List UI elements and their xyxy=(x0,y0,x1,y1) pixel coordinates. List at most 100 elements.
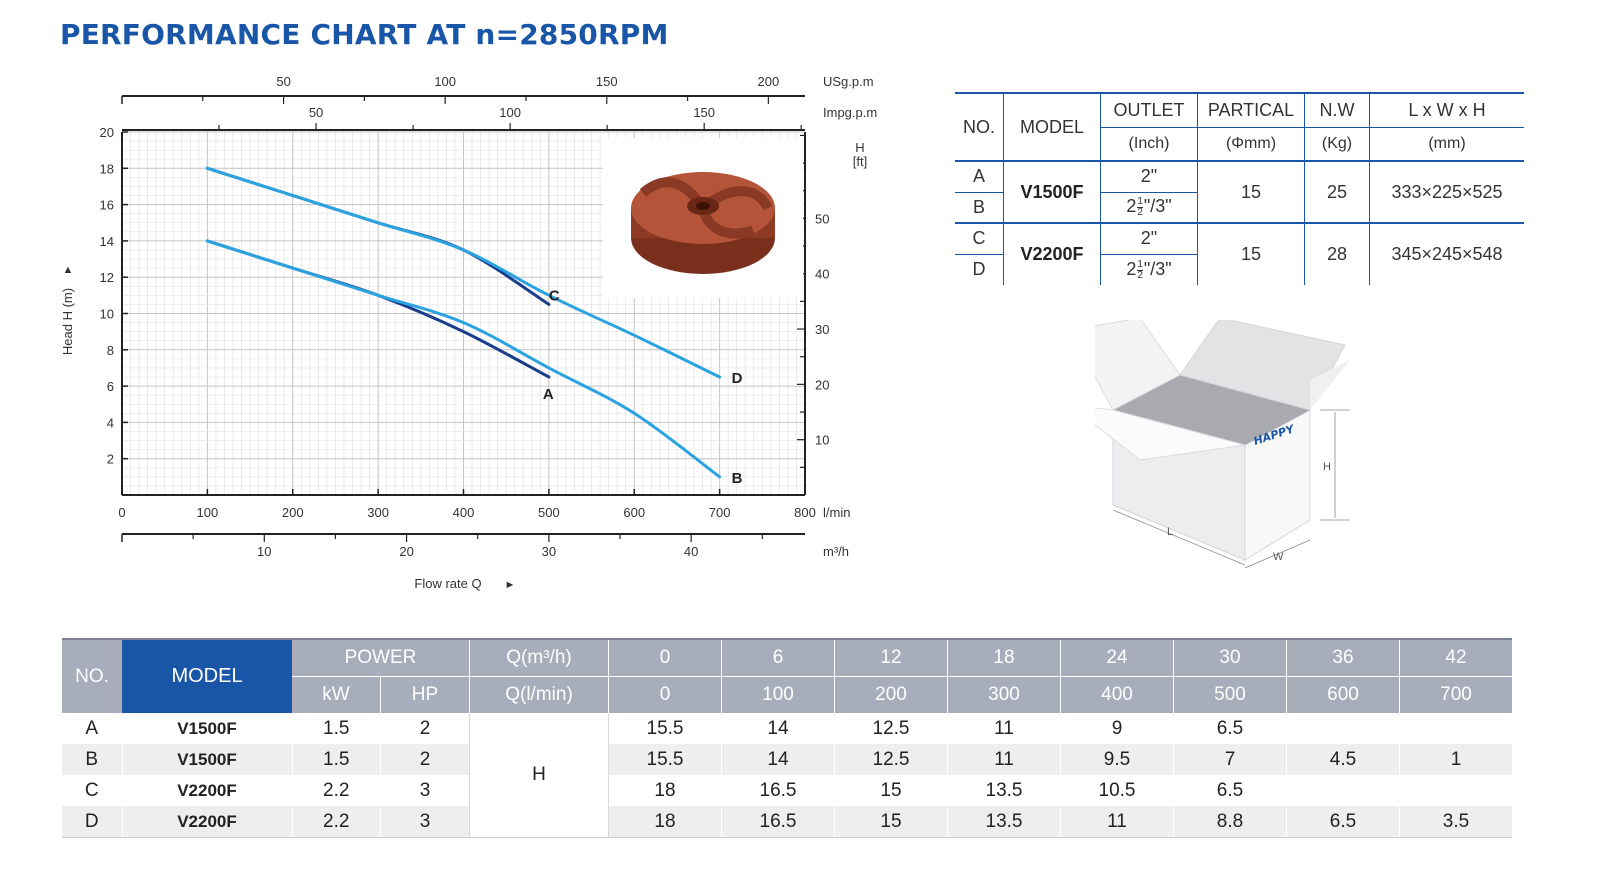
perf-row-h: 15 xyxy=(834,775,948,806)
x-tick-label: 0 xyxy=(118,505,125,520)
spec-no: A xyxy=(955,161,1004,193)
perf-row-h: 3.5 xyxy=(1399,806,1512,838)
perf-header-hp: HP xyxy=(380,676,470,713)
x-tick-label: 600 xyxy=(623,505,645,520)
spec-model: V1500F xyxy=(1003,161,1101,224)
spec-dims: 345×245×548 xyxy=(1369,223,1524,285)
perf-row-h: 12.5 xyxy=(834,713,948,744)
perf-q-lmin: 100 xyxy=(721,676,835,713)
perf-header-no: NO. xyxy=(62,638,122,713)
x-axis-arrow: ► xyxy=(505,579,516,591)
perf-row-model: V1500F xyxy=(121,744,292,775)
page-title: PERFORMANCE CHART AT n=2850RPM xyxy=(60,18,669,51)
spec-outlet-tail: "/3" xyxy=(1143,196,1172,217)
spec-outlet-whole: 2 xyxy=(1126,196,1137,217)
spec-header-outlet-unit: (Inch) xyxy=(1100,127,1198,162)
box-label-w: W xyxy=(1273,551,1284,563)
spec-outlet: 2" xyxy=(1100,161,1198,193)
chart-axes xyxy=(121,95,806,542)
perf-row-model: V1500F xyxy=(121,713,292,744)
perf-row-h: 6.5 xyxy=(1173,713,1287,744)
x-tick-label: 700 xyxy=(709,505,731,520)
x-tick-label: 200 xyxy=(282,505,304,520)
perf-row-no: C xyxy=(84,779,99,801)
perf-q-m3h: 24 xyxy=(1060,638,1174,677)
perf-row-model: V2200F xyxy=(121,806,292,838)
chart-labels: 0 100 200 300 400 500 600 700 800 l/min 2 4 6 8 10 12 14… xyxy=(60,74,877,591)
feet-tick-label: 30 xyxy=(815,322,829,337)
box-label-h: H xyxy=(1323,461,1331,473)
perf-row-h: 9.5 xyxy=(1060,744,1174,775)
perf-row-h: 12.5 xyxy=(834,744,948,775)
usgpm-unit-label: USg.p.m xyxy=(823,74,874,89)
y-tick-label: 18 xyxy=(100,161,114,176)
perf-row-kw: 1.5 xyxy=(291,744,381,775)
series-label-b: B xyxy=(732,470,743,487)
box-label-l: L xyxy=(1167,526,1173,538)
spec-outlet-whole: 2 xyxy=(1126,258,1137,279)
perf-row-h: 13.5 xyxy=(947,775,1061,806)
perf-header-power: POWER xyxy=(292,638,470,677)
perf-row-h: 10.5 xyxy=(1060,775,1174,806)
x-tick-label: 100 xyxy=(197,505,219,520)
perf-row-kw: 2.2 xyxy=(291,806,381,838)
perf-row-h: 14 xyxy=(721,744,835,775)
perf-q-m3h: 18 xyxy=(947,638,1061,677)
perf-row-h: 15 xyxy=(834,806,948,838)
spec-nw: 28 xyxy=(1304,223,1370,285)
series-label-d: D xyxy=(732,370,743,387)
perf-row-h: 15.5 xyxy=(608,713,722,744)
impgpm-tick-label: 100 xyxy=(499,105,521,120)
spec-no: C xyxy=(955,223,1004,255)
perf-row-h: 14 xyxy=(721,713,835,744)
y-tick-label: 14 xyxy=(100,234,114,249)
spec-outlet-frac-den: 2 xyxy=(1137,269,1143,281)
perf-q-m3h: 12 xyxy=(834,638,948,677)
perf-header-model: MODEL xyxy=(122,638,292,713)
perf-q-lmin: 600 xyxy=(1286,676,1400,713)
perf-q-lmin: 700 xyxy=(1399,676,1512,713)
spec-partical: 15 xyxy=(1197,161,1305,224)
x-tick-label: 800 xyxy=(794,505,816,520)
series-b-line xyxy=(205,239,722,479)
spec-outlet-frac-den: 2 xyxy=(1137,207,1143,219)
spec-header-outlet: OUTLET xyxy=(1100,92,1198,128)
perf-row-model: V2200F xyxy=(121,775,292,806)
x-axis-label: Flow rate Q xyxy=(414,576,481,591)
y-axis-label: Head H (m) xyxy=(60,288,75,355)
usgpm-tick-label: 200 xyxy=(758,74,780,89)
m3h-tick-label: 40 xyxy=(684,544,698,559)
spec-partical: 15 xyxy=(1197,223,1305,285)
perf-row-h: 7 xyxy=(1173,744,1287,775)
perf-q-m3h: 0 xyxy=(608,638,722,677)
spec-outlet-alt: 2 1 2 "/3" xyxy=(1100,192,1198,224)
perf-row-h: 6.5 xyxy=(1286,806,1400,838)
feet-tick-label: 50 xyxy=(815,211,829,226)
perf-row-h: 18 xyxy=(608,806,722,838)
impeller-image xyxy=(603,138,803,298)
series-label-a: A xyxy=(543,386,554,403)
spec-no: B xyxy=(955,192,1004,224)
performance-table: NO. MODEL POWER Q(m³/h) 0 6 12 18 24 30 … xyxy=(62,638,1512,838)
feet-tick-label: 40 xyxy=(815,267,829,282)
y-tick-label: 10 xyxy=(100,307,114,322)
perf-header-qm3h: Q(m³/h) xyxy=(469,638,609,677)
m3h-tick-label: 20 xyxy=(399,544,413,559)
perf-row-hp: 2 xyxy=(380,713,470,744)
spec-no: D xyxy=(972,259,986,280)
perf-header-kw: kW xyxy=(292,676,381,713)
spec-header-no: NO. xyxy=(955,92,1004,162)
perf-q-m3h: 42 xyxy=(1399,638,1512,677)
usgpm-tick-label: 50 xyxy=(276,74,290,89)
spec-header-partical-unit: (Φmm) xyxy=(1197,127,1305,162)
perf-row-h: 16.5 xyxy=(721,806,835,838)
perf-q-lmin: 400 xyxy=(1060,676,1174,713)
chart-series xyxy=(205,166,722,479)
m3h-tick-label: 30 xyxy=(542,544,556,559)
spec-header-nw-unit: (Kg) xyxy=(1304,127,1370,162)
y-tick-label: 4 xyxy=(107,415,114,430)
spec-outlet: 2" xyxy=(1100,223,1198,255)
spec-table: NO. MODEL OUTLET PARTICAL N.W L x W x H … xyxy=(955,92,1524,285)
perf-q-m3h: 6 xyxy=(721,638,835,677)
spec-model: V2200F xyxy=(1003,223,1101,285)
